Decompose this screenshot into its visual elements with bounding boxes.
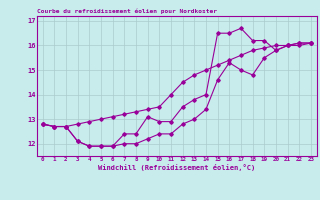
Text: Courbe du refroidissement éolien pour Nordkoster: Courbe du refroidissement éolien pour No… <box>37 9 217 14</box>
X-axis label: Windchill (Refroidissement éolien,°C): Windchill (Refroidissement éolien,°C) <box>98 164 255 171</box>
